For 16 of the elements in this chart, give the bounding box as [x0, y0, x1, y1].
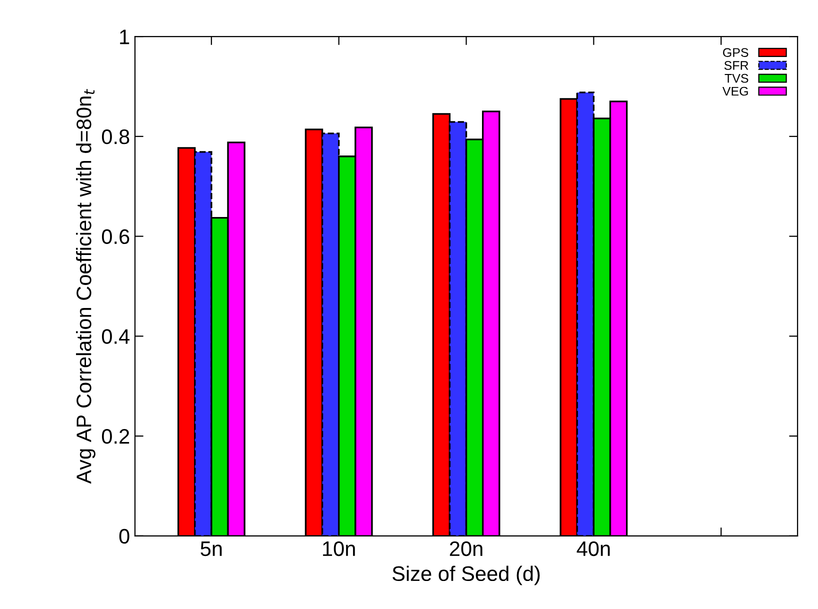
legend-label: SFR	[724, 61, 748, 70]
x-axis-title: Size of Seed (d)	[392, 566, 540, 586]
legend-label: VEG	[722, 86, 748, 96]
y-tick-label: 0	[119, 528, 130, 544]
y-axis-title: Avg AP Correlation Coefficient with d=80n$_{t}$	[76, 88, 96, 484]
y-tick-label: 0.8	[102, 129, 130, 144]
legend-label: GPS	[723, 48, 748, 57]
legend-label: TVS	[724, 74, 748, 83]
y-tick-label: 0.2	[102, 429, 130, 444]
x-tick-label: 20n	[450, 541, 482, 556]
y-tick-label: 1	[120, 30, 130, 44]
x-tick-label: 5n	[200, 542, 222, 556]
x-tick-label: 40n	[576, 541, 610, 556]
x-tick-label: 10n	[323, 541, 355, 556]
y-tick-label: 0.4	[102, 329, 130, 344]
y-tick-label: 0.6	[102, 229, 130, 244]
